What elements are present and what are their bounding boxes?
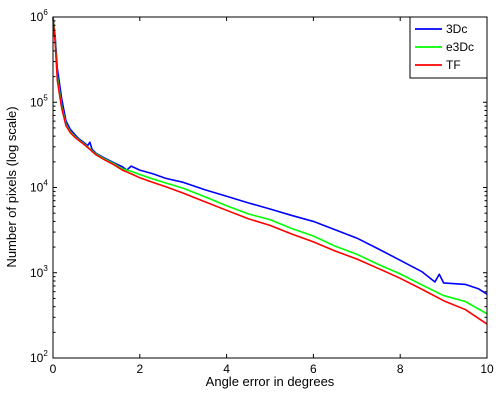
x-axis-label: Angle error in degrees bbox=[206, 374, 335, 389]
y-tick-label: 106 bbox=[30, 8, 48, 24]
legend-label-tf: TF bbox=[446, 58, 461, 72]
x-tick-label: 8 bbox=[397, 362, 404, 376]
x-tick-label: 2 bbox=[136, 362, 143, 376]
y-tick-label: 105 bbox=[30, 93, 48, 109]
y-tick-labels: 102 103 104 105 106 bbox=[30, 8, 48, 365]
legend: 3Dc e3Dc TF bbox=[409, 16, 488, 79]
y-tick-label: 103 bbox=[30, 264, 48, 280]
x-tick-label: 4 bbox=[223, 362, 230, 376]
x-tick-label: 6 bbox=[310, 362, 317, 376]
legend-label-3dc: 3Dc bbox=[446, 22, 467, 36]
series-line-tf bbox=[52, 18, 488, 325]
legend-label-e3dc: e3Dc bbox=[446, 40, 474, 54]
x-tick-labels: 0 2 4 6 8 10 bbox=[50, 362, 494, 376]
y-axis-label: Number of pixels (log scale) bbox=[4, 106, 19, 267]
y-tick-label: 104 bbox=[30, 179, 48, 195]
ticks-layer bbox=[52, 17, 488, 359]
legend-entries: 3Dc e3Dc TF bbox=[415, 22, 474, 72]
y-tick-label: 102 bbox=[30, 349, 48, 365]
series-line-3dc bbox=[52, 16, 488, 295]
x-tick-label: 10 bbox=[480, 362, 494, 376]
series-layer bbox=[52, 16, 488, 325]
x-tick-label: 0 bbox=[50, 362, 57, 376]
